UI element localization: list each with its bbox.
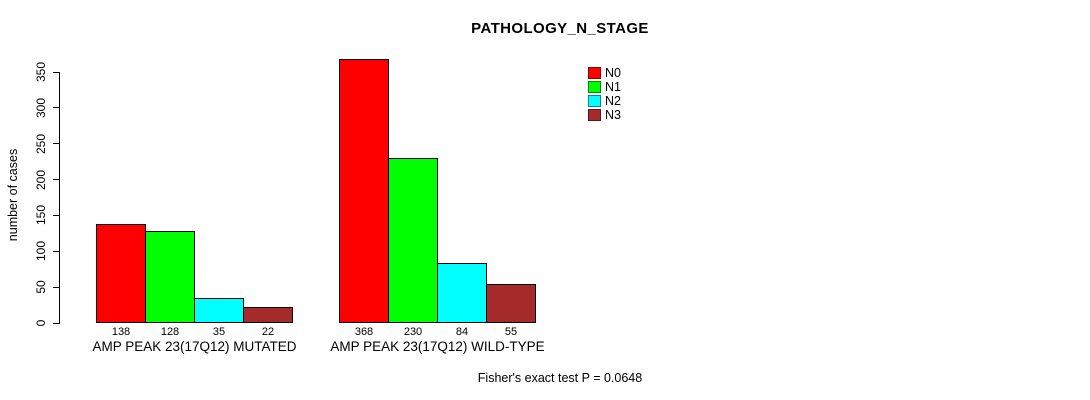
bar-value-label: 368: [354, 326, 374, 338]
bar-value-label: 22: [261, 326, 275, 338]
y-axis-title: number of cases: [6, 148, 20, 242]
legend-item-n3: N3: [588, 108, 621, 122]
legend-label: N2: [605, 94, 621, 108]
bar-value-label: 84: [455, 326, 469, 338]
y-tick-label: 350: [34, 61, 48, 83]
legend-swatch-n0: [588, 67, 601, 79]
y-tick: [53, 179, 59, 181]
y-tick: [53, 107, 59, 109]
category-label: AMP PEAK 23(17Q12) WILD-TYPE: [330, 339, 545, 354]
bar-n1-group2: [388, 158, 438, 323]
legend-label: N1: [605, 80, 621, 94]
bar-value-label: 230: [403, 326, 423, 338]
legend-item-n1: N1: [588, 80, 621, 94]
legend-swatch-n2: [588, 95, 601, 107]
y-tick-label: 150: [34, 205, 48, 226]
legend-label: N0: [605, 66, 621, 80]
legend-swatch-n1: [588, 81, 601, 93]
bar-n3-group1: [243, 307, 293, 323]
bar-n3-group2: [486, 283, 536, 323]
bar-value-label: 128: [160, 326, 180, 338]
y-tick: [53, 322, 59, 324]
y-tick: [53, 143, 59, 145]
y-tick: [53, 250, 59, 252]
legend-swatch-n3: [588, 109, 601, 121]
y-tick-label: 250: [34, 133, 48, 154]
y-axis-line: [59, 72, 60, 324]
bar-value-label: 55: [504, 326, 518, 338]
legend-item-n2: N2: [588, 94, 621, 108]
legend-label: N3: [605, 108, 621, 122]
y-tick-label: 100: [34, 241, 48, 262]
chart-title: PATHOLOGY_N_STAGE: [471, 20, 649, 37]
bar-n1-group1: [145, 231, 195, 323]
y-tick: [53, 286, 59, 288]
y-tick: [53, 71, 59, 73]
bar-n2-group2: [437, 262, 487, 323]
legend-item-n0: N0: [588, 66, 621, 80]
bar-n0-group1: [96, 224, 146, 323]
bar-n2-group1: [194, 297, 244, 323]
y-tick-label: 300: [34, 97, 48, 118]
y-tick: [53, 214, 59, 216]
bar-value-label: 35: [212, 326, 226, 338]
y-tick-label: 200: [34, 169, 48, 190]
category-label: AMP PEAK 23(17Q12) MUTATED: [92, 339, 297, 354]
fisher-test-annotation: Fisher's exact test P = 0.0648: [477, 371, 643, 385]
bar-n0-group2: [339, 59, 389, 323]
bar-value-label: 138: [111, 326, 131, 338]
y-tick-label: 50: [34, 280, 48, 294]
y-tick-label: 0: [34, 319, 48, 327]
